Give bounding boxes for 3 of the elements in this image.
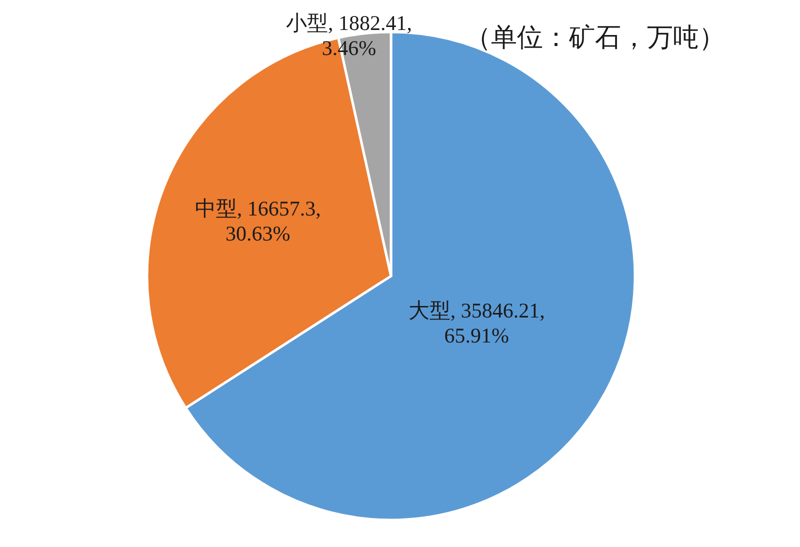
slice-label: 大型, 35846.21, 65.91% <box>408 298 545 348</box>
slice-label: 中型, 16657.3, 30.63% <box>194 196 321 246</box>
text: （单位：矿石，万吨） <box>465 23 725 52</box>
